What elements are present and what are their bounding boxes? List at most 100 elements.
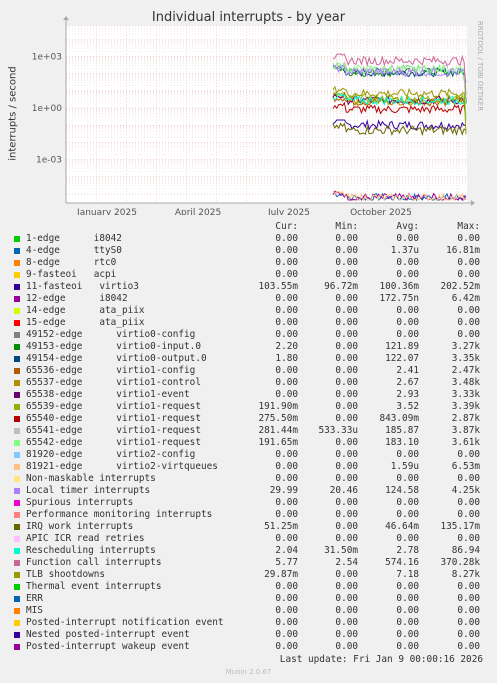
legend-max-value: 2.47k bbox=[451, 365, 480, 376]
legend-cur-value: 0.00 bbox=[275, 305, 298, 316]
x-tick-label: April 2025 bbox=[175, 208, 221, 215]
legend-swatch bbox=[14, 500, 20, 506]
y-tick-label: 1e+00 bbox=[32, 104, 63, 114]
legend-max-value: 86.94 bbox=[451, 545, 480, 556]
legend-avg-value: 0.00 bbox=[396, 305, 419, 316]
legend-row: 49154-edge virtio0-output.0 1.80 0.00 122.0… bbox=[12, 353, 492, 365]
legend-row: 65542-edge virtio1-request 191.65m 0.00 183… bbox=[12, 437, 492, 449]
legend-swatch bbox=[14, 596, 20, 602]
legend-cur-value: 0.00 bbox=[275, 605, 298, 616]
legend-label: Thermal event interrupts bbox=[26, 581, 162, 592]
legend-max-value: 3.87k bbox=[451, 425, 480, 436]
legend-cur-value: 0.00 bbox=[275, 497, 298, 508]
legend-max-value: 202.52m bbox=[440, 281, 480, 292]
legend-min-value: 0.00 bbox=[335, 629, 358, 640]
legend-label: Spurious interrupts bbox=[26, 497, 134, 508]
legend-avg-value: 7.18 bbox=[396, 569, 419, 580]
legend-avg-value: 0.00 bbox=[396, 605, 419, 616]
legend-avg-value: 0.00 bbox=[396, 497, 419, 508]
legend-max-value: 0.00 bbox=[457, 449, 480, 460]
legend-max-value: 0.00 bbox=[457, 581, 480, 592]
legend-swatch bbox=[14, 440, 20, 446]
legend-cur-value: 191.65m bbox=[258, 437, 298, 448]
legend-cur-value: 0.00 bbox=[275, 269, 298, 280]
legend-max-value: 3.33k bbox=[451, 389, 480, 400]
x-tick-label: January 2025 bbox=[76, 208, 137, 215]
legend-swatch bbox=[14, 632, 20, 638]
legend-swatch bbox=[14, 560, 20, 566]
legend-cur-value: 29.99 bbox=[269, 485, 298, 496]
legend-max-value: 0.00 bbox=[457, 605, 480, 616]
legend-min-value: 2.54 bbox=[335, 557, 358, 568]
legend-row: 81921-edge virtio2-virtqueues 0.00 0.00 1.5… bbox=[12, 461, 492, 473]
legend-max-value: 6.42m bbox=[451, 293, 480, 304]
legend-swatch bbox=[14, 308, 20, 314]
legend-avg-value: 0.00 bbox=[396, 233, 419, 244]
legend-min-value: 0.00 bbox=[335, 521, 358, 532]
legend-min-value: 0.00 bbox=[335, 293, 358, 304]
legend-swatch bbox=[14, 416, 20, 422]
legend-max-value: 0.00 bbox=[457, 593, 480, 604]
legend-row: 14-edge ata_piix 0.00 0.00 0.00 0.00 bbox=[12, 305, 492, 317]
legend-min-value: 0.00 bbox=[335, 449, 358, 460]
legend-swatch bbox=[14, 356, 20, 362]
legend-swatch bbox=[14, 512, 20, 518]
legend-avg-value: 0.00 bbox=[396, 593, 419, 604]
legend-row: TLB shootdowns 29.87m 0.00 7.18 8.27k bbox=[12, 569, 492, 581]
legend-header: Cur: Min: Avg: Max: bbox=[12, 221, 492, 233]
legend-min-value: 0.00 bbox=[335, 413, 358, 424]
legend-min-value: 0.00 bbox=[335, 305, 358, 316]
legend-max-value: 3.27k bbox=[451, 341, 480, 352]
series-line bbox=[332, 92, 467, 106]
legend-row: MIS 0.00 0.00 0.00 0.00 bbox=[12, 605, 492, 617]
series-line bbox=[332, 122, 467, 137]
legend-max-value: 3.35k bbox=[451, 353, 480, 364]
legend-avg-value: 0.00 bbox=[396, 629, 419, 640]
legend-row: Function call interrupts 5.77 2.54 574.16 37… bbox=[12, 557, 492, 569]
legend-avg-value: 0.00 bbox=[396, 449, 419, 460]
chart-plot: 1e-03 1e+00 1e+03 January 2025 April 2025 Jul… bbox=[32, 16, 475, 215]
legend-swatch bbox=[14, 428, 20, 434]
legend-min-value: 0.00 bbox=[335, 605, 358, 616]
legend-avg-value: 121.89 bbox=[385, 341, 419, 352]
legend-min-value: 0.00 bbox=[335, 473, 358, 484]
x-axis-arrow bbox=[471, 200, 475, 206]
legend-avg-value: 2.67 bbox=[396, 377, 419, 388]
legend-cur-value: 0.00 bbox=[275, 461, 298, 472]
plot-area bbox=[66, 26, 467, 203]
legend-avg-value: 0.00 bbox=[396, 617, 419, 628]
legend-min-value: 0.00 bbox=[335, 257, 358, 268]
legend-avg-value: 1.59u bbox=[390, 461, 419, 472]
legend-swatch bbox=[14, 248, 20, 254]
last-update: Last update: Fri Jan 9 00:00:16 2026 bbox=[279, 654, 483, 665]
legend-avg-value: 100.36m bbox=[379, 281, 419, 292]
legend-label: 65540-edge virtio1-request bbox=[26, 413, 201, 424]
legend-max-value: 0.00 bbox=[457, 641, 480, 652]
legend-cur-value: 0.00 bbox=[275, 257, 298, 268]
legend-max-value: 6.53m bbox=[451, 461, 480, 472]
legend-max-value: 0.00 bbox=[457, 257, 480, 268]
legend-min-value: 533.33u bbox=[318, 425, 358, 436]
legend-max-value: 135.17m bbox=[440, 521, 480, 532]
chart-title: Individual interrupts - by year bbox=[151, 10, 346, 25]
legend-label: Nested posted-interrupt event bbox=[26, 629, 190, 640]
legend-row: Rescheduling interrupts 2.04 31.50m 2.78 86.… bbox=[12, 545, 492, 557]
legend-label: 49154-edge virtio0-output.0 bbox=[26, 353, 207, 364]
legend-row: Posted-interrupt wakeup event 0.00 0.00 0.0… bbox=[12, 641, 492, 653]
legend-min-value: 0.00 bbox=[335, 401, 358, 412]
legend-max-value: 0.00 bbox=[457, 533, 480, 544]
legend-label: 11-fasteoi virtio3 bbox=[26, 281, 139, 292]
legend-row: Local timer interrupts 29.99 20.46 124.58 4.… bbox=[12, 485, 492, 497]
legend-swatch bbox=[14, 548, 20, 554]
legend-row: 65538-edge virtio1-event 0.00 0.00 2.93 3.33… bbox=[12, 389, 492, 401]
legend-max-value: 0.00 bbox=[457, 317, 480, 328]
legend-min-value: 0.00 bbox=[335, 233, 358, 244]
legend-min-value: 0.00 bbox=[335, 365, 358, 376]
legend-max-value: 8.27k bbox=[451, 569, 480, 580]
legend-avg-value: 1.37u bbox=[390, 245, 419, 256]
legend-cur-value: 1.80 bbox=[275, 353, 298, 364]
legend-label: 8-edge rtc0 bbox=[26, 257, 117, 268]
legend-max-value: 0.00 bbox=[457, 329, 480, 340]
series-line bbox=[332, 190, 467, 202]
legend-row: 8-edge rtc0 0.00 0.00 0.00 0.00 bbox=[12, 257, 492, 269]
